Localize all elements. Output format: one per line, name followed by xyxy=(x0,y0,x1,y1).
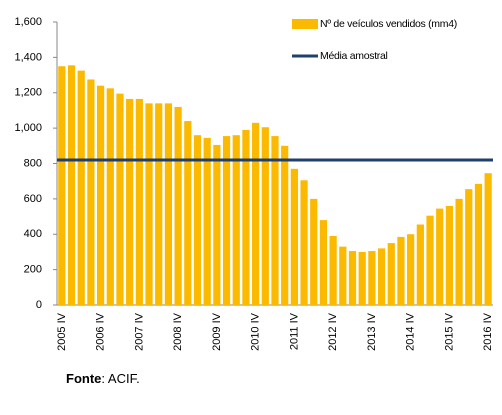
y-tick-label: 600 xyxy=(24,193,42,205)
source: Fonte: ACIF. xyxy=(66,371,140,386)
bar xyxy=(106,88,114,305)
bar xyxy=(358,251,366,305)
bar xyxy=(339,246,347,305)
bar xyxy=(387,243,395,305)
bar xyxy=(203,137,211,305)
bar xyxy=(445,205,453,305)
bar xyxy=(281,145,289,305)
bar xyxy=(261,127,269,305)
bar xyxy=(174,106,182,306)
bar xyxy=(184,121,192,305)
y-tick-label: 0 xyxy=(36,299,42,311)
bar xyxy=(271,136,279,305)
bar xyxy=(465,189,473,305)
x-tick-label: 2012 IV xyxy=(327,312,339,351)
bar xyxy=(126,98,134,305)
x-tick-label: 2016 IV xyxy=(482,312,494,351)
x-tick-label: 2013 IV xyxy=(366,312,378,351)
x-tick-label: 2011 IV xyxy=(288,312,300,350)
bar xyxy=(97,85,105,305)
source-text: : ACIF. xyxy=(101,371,139,386)
bar xyxy=(87,79,95,305)
legend-swatch xyxy=(292,19,318,29)
bar xyxy=(193,135,202,305)
legend-label: Média amostral xyxy=(320,50,388,62)
y-tick-label: 800 xyxy=(24,157,42,169)
bar xyxy=(397,236,405,305)
bar xyxy=(116,93,124,306)
y-tick-label: 1,400 xyxy=(14,51,42,63)
x-tick-label: 2014 IV xyxy=(405,312,417,351)
x-tick-label: 2005 IV xyxy=(56,312,68,351)
y-tick-label: 1,200 xyxy=(14,87,42,99)
bar xyxy=(290,168,298,305)
bar xyxy=(232,135,240,305)
bar xyxy=(436,208,444,305)
x-tick-label: 2015 IV xyxy=(443,312,455,351)
bar xyxy=(300,180,308,305)
bar xyxy=(474,183,483,305)
y-tick-label: 1,600 xyxy=(14,16,42,28)
x-tick-label: 2009 IV xyxy=(211,312,223,351)
bar xyxy=(377,248,386,305)
x-tick-label: 2006 IV xyxy=(95,312,107,351)
y-tick-label: 400 xyxy=(24,228,42,240)
x-tick-label: 2007 IV xyxy=(133,312,145,351)
bar xyxy=(67,65,76,305)
x-tick-label: 2008 IV xyxy=(172,312,184,351)
bar xyxy=(213,144,221,305)
bar xyxy=(310,198,318,305)
bar xyxy=(252,122,260,305)
bar xyxy=(77,70,85,305)
bar xyxy=(58,66,66,305)
bar xyxy=(426,215,434,305)
bar xyxy=(329,236,337,305)
bar xyxy=(455,198,463,305)
y-tick-label: 200 xyxy=(24,264,42,276)
source-label: Fonte xyxy=(66,371,101,386)
bar xyxy=(135,98,143,305)
bar xyxy=(319,220,328,305)
bar xyxy=(484,173,492,305)
bar xyxy=(368,251,376,305)
bar xyxy=(348,251,357,305)
bar xyxy=(155,103,163,305)
legend-label: Nº de veículos vendidos (mm4) xyxy=(320,18,457,30)
y-tick-label: 1,000 xyxy=(14,122,42,134)
bar xyxy=(416,224,424,305)
bar xyxy=(164,103,173,305)
bar xyxy=(242,129,250,305)
bar xyxy=(222,136,231,305)
x-tick-label: 2010 IV xyxy=(250,312,262,351)
bar xyxy=(145,103,153,305)
bar xyxy=(407,234,415,305)
